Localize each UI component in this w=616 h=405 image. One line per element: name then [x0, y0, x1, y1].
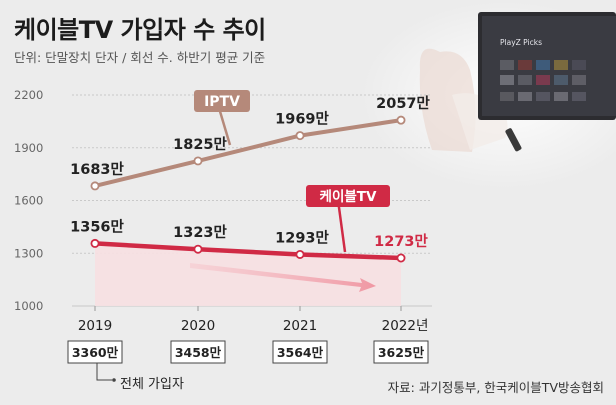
data-point: [295, 249, 305, 259]
data-point: [295, 131, 305, 141]
y-tick-labels: 1000 1300 1600 1900 2200: [14, 88, 43, 313]
y-tick-label: 1300: [14, 246, 43, 260]
data-label: 2057만: [376, 95, 430, 112]
totals-connector: [96, 363, 112, 381]
trend-arrow: [190, 263, 376, 292]
series-name-cable: 케이블TV: [320, 188, 377, 205]
x-tick-label: 2020: [181, 318, 215, 334]
chart-subtitle: 단위: 단말장치 단자 / 회선 수. 하반기 평균 기준: [14, 50, 266, 65]
series: [90, 115, 406, 263]
x-tick-label: 2021: [283, 318, 317, 334]
total-label: 3564만: [277, 345, 324, 360]
iptv-tag-pointer: [217, 107, 232, 146]
data-label: 1969만: [275, 111, 329, 128]
tv-photo: PlayZ Picks: [360, 0, 616, 190]
cable-area: [95, 243, 401, 306]
cable-tag-box: [306, 185, 390, 207]
data-label: 1356만: [70, 218, 124, 235]
total-label: 3458만: [175, 345, 222, 360]
page-title: 케이블TV 가입자 수 추이: [14, 16, 266, 44]
series-line-iptv: [93, 118, 403, 188]
data-point: [396, 253, 406, 263]
person-hair-shape: [419, 48, 476, 153]
total-label: 3360만: [72, 345, 119, 360]
total-box: [373, 340, 429, 364]
y-tick-label: 1600: [14, 194, 43, 208]
totals-connector-dot: [112, 378, 116, 382]
data-label: 1323만: [173, 224, 227, 241]
tv-screen-label: PlayZ Picks: [500, 38, 542, 47]
y-tick-label: 2200: [14, 88, 43, 102]
data-point: [193, 156, 203, 166]
data-point: [396, 115, 406, 125]
total-box: [170, 340, 226, 364]
area: [95, 243, 401, 306]
totals-caption: 전체 가입자: [120, 377, 184, 392]
y-tick-label: 1900: [14, 141, 43, 155]
series-line-cable: [92, 241, 404, 261]
x-tick-labels: 2019 2020 2021 2022년: [78, 318, 429, 334]
data-label: 1825만: [173, 136, 227, 153]
totals: 3360만 3458만 3564만 3625만: [67, 340, 429, 382]
data-point: [193, 244, 203, 254]
y-tick-label: 1000: [14, 299, 43, 313]
remote-control-shape: [505, 128, 522, 152]
source-note: 자료: 과기정통부, 한국케이블TV방송협회: [387, 380, 604, 395]
data-point: [90, 238, 100, 248]
total-box: [67, 340, 123, 364]
iptv-tag-box: [194, 90, 250, 112]
series-name-iptv: IPTV: [204, 94, 240, 110]
total-box: [272, 340, 328, 364]
total-label: 3625만: [378, 345, 425, 360]
trend-arrow-shape: [190, 263, 376, 292]
cable-tag-pointer: [336, 199, 347, 253]
x-tick-label: 2019: [78, 318, 112, 334]
x-tick-label: 2022년: [382, 318, 429, 334]
labels: 1683만 1825만 1969만 2057만 1356만 1323만 1293만 1273만: [70, 95, 430, 250]
data-label: 1273만: [374, 233, 428, 250]
series-tags: IPTV 케이블TV: [194, 90, 390, 253]
data-point: [90, 181, 100, 191]
data-label: 1683만: [70, 161, 124, 178]
data-label: 1293만: [275, 229, 329, 246]
